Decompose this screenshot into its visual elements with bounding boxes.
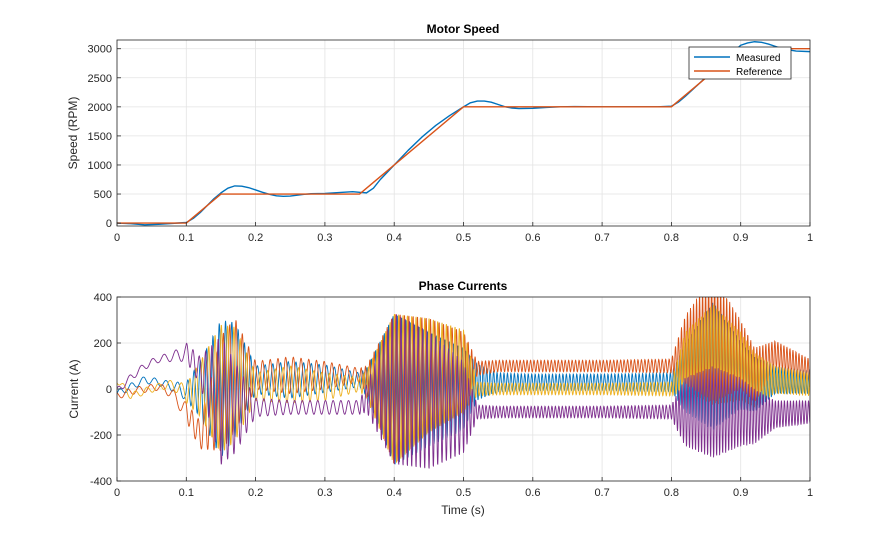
speed-x-tick-label: 0.7 <box>594 232 609 244</box>
speed-x-tick-label: 0.1 <box>179 232 194 244</box>
currents-x-tick-label: 0.4 <box>387 487 402 499</box>
speed-x-tick-label: 0 <box>114 232 120 244</box>
currents-lines <box>117 297 810 469</box>
speed-y-tick-label: 0 <box>106 218 112 230</box>
speed-x-tick-label: 0.3 <box>317 232 332 244</box>
currents-chart-title: Phase Currents <box>419 279 508 293</box>
currents-y-tick-label: 200 <box>94 338 112 350</box>
speed-x-tick-label: 0.5 <box>456 232 471 244</box>
speed-y-tick-label: 1000 <box>88 160 112 172</box>
currents-x-tick-label: 0.2 <box>248 487 263 499</box>
speed-x-tick-label: 1 <box>807 232 813 244</box>
legend-box <box>688 46 792 80</box>
speed-x-tick-label: 0.4 <box>387 232 402 244</box>
speed-y-axis-label: Speed (RPM) <box>66 97 80 170</box>
speed-x-tick-label: 0.6 <box>525 232 540 244</box>
currents-x-tick-label: 0.5 <box>456 487 471 499</box>
currents-x-tick-label: 1 <box>807 487 813 499</box>
speed-legend: Measured Reference <box>688 46 792 80</box>
speed-y-tick-label: 3000 <box>88 44 112 56</box>
speed-x-tick-label: 0.2 <box>248 232 263 244</box>
legend-reference-label: Reference <box>736 67 783 78</box>
series-phase-d-line <box>117 314 810 469</box>
currents-x-tick-label: 0.6 <box>525 487 540 499</box>
currents-x-tick-label: 0 <box>114 487 120 499</box>
speed-ticks: 0 0.1 0.2 0.3 0.4 0.5 0.6 0.7 0.8 0.9 1 0 500 1000 150… <box>88 44 814 244</box>
legend-measured-label: Measured <box>736 53 780 64</box>
currents-y-tick-label: 400 <box>94 292 112 304</box>
currents-y-tick-label: -400 <box>90 476 112 488</box>
currents-y-axis-label: Current (A) <box>67 359 81 418</box>
speed-y-tick-label: 2000 <box>88 102 112 114</box>
currents-y-tick-label: -200 <box>90 430 112 442</box>
speed-y-tick-label: 1500 <box>88 131 112 143</box>
currents-x-tick-label: 0.3 <box>317 487 332 499</box>
speed-y-tick-label: 2500 <box>88 73 112 85</box>
currents-x-tick-label: 0.7 <box>594 487 609 499</box>
speed-subplot: 0 0.1 0.2 0.3 0.4 0.5 0.6 0.7 0.8 0.9 1 0 500 1000 150… <box>66 22 813 244</box>
speed-x-tick-label: 0.9 <box>733 232 748 244</box>
currents-y-tick-label: 0 <box>106 384 112 396</box>
currents-x-tick-label: 0.9 <box>733 487 748 499</box>
currents-subplot: 0 0.1 0.2 0.3 0.4 0.5 0.6 0.7 0.8 0.9 1 -400 -200 0 20… <box>67 279 813 517</box>
currents-ticks: 0 0.1 0.2 0.3 0.4 0.5 0.6 0.7 0.8 0.9 1 -400 -200 0 20… <box>90 292 813 499</box>
speed-chart-title: Motor Speed <box>427 22 500 36</box>
currents-x-axis-label: Time (s) <box>441 503 485 517</box>
speed-y-tick-label: 500 <box>94 189 112 201</box>
currents-x-tick-label: 0.1 <box>179 487 194 499</box>
speed-x-tick-label: 0.8 <box>664 232 679 244</box>
currents-x-tick-label: 0.8 <box>664 487 679 499</box>
